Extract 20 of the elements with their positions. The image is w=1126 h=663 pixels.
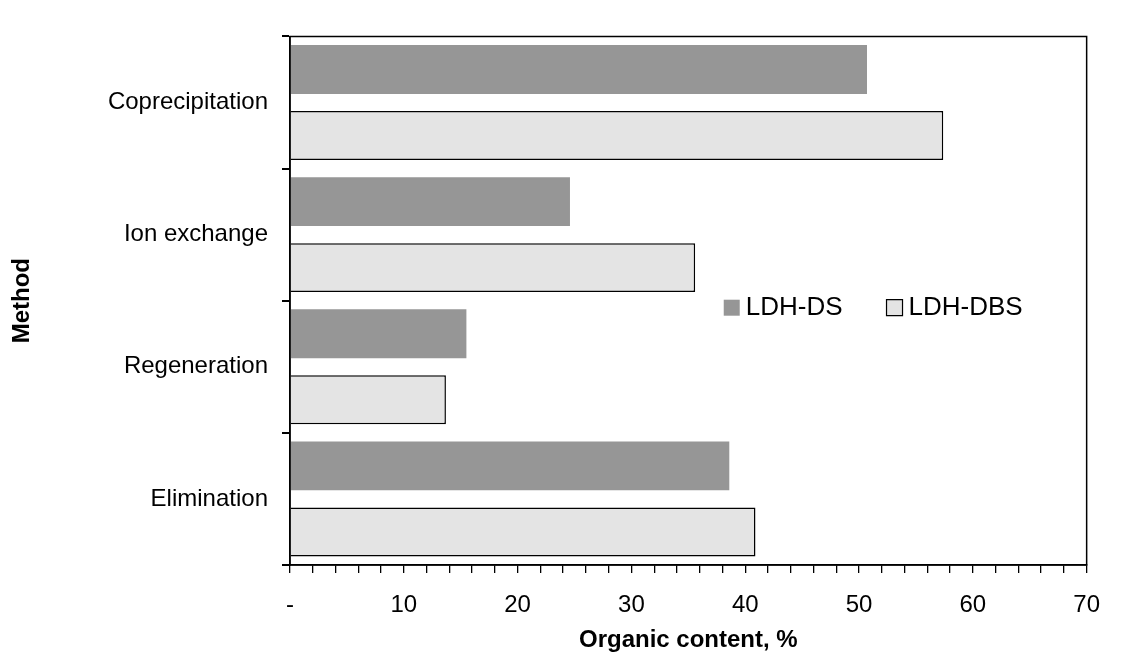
x-axis-title: Organic content, %: [578, 625, 798, 653]
bar: [290, 441, 730, 491]
bar: [290, 309, 467, 359]
x-tick-label: 70: [1073, 590, 1100, 618]
bar: [290, 44, 867, 94]
y-tick-label: Elimination: [150, 483, 268, 511]
x-tick-label: 40: [731, 590, 759, 618]
y-tick-label: Ion exchange: [123, 219, 268, 247]
x-tick-label: 10: [390, 590, 418, 618]
bar: [290, 177, 570, 227]
y-tick-label: Regeneration: [123, 351, 268, 379]
x-tick-label: -: [286, 590, 294, 618]
x-tick-label: 50: [845, 590, 873, 618]
y-tick-label: Coprecipitation: [107, 87, 268, 115]
x-tick-label: 60: [959, 590, 987, 618]
x-tick-label: 30: [618, 590, 645, 618]
y-axis-title: Method: [7, 258, 35, 344]
legend-label: LDH-DBS: [908, 290, 1023, 321]
x-tick-label: 20: [504, 590, 531, 618]
legend-label: LDH-DS: [745, 290, 843, 321]
